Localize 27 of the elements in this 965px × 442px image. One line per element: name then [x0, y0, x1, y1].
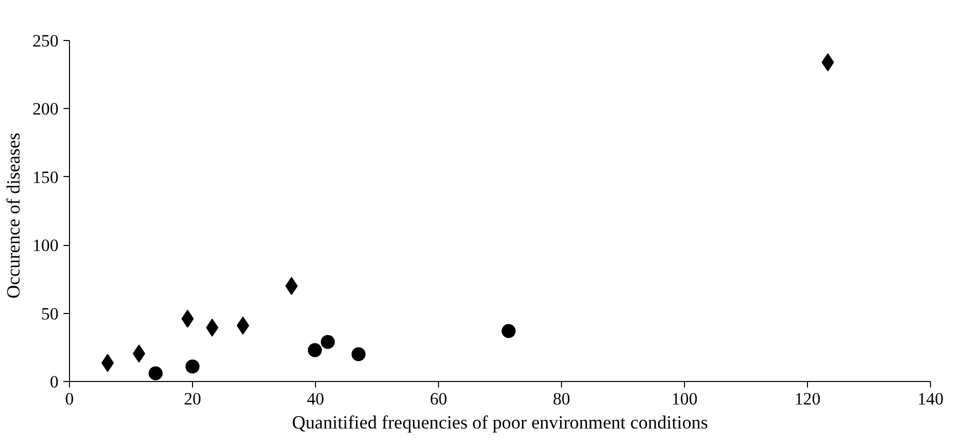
- y-tick-label: 250: [32, 32, 59, 50]
- point: [308, 343, 322, 358]
- x-tick-label: 0: [65, 390, 74, 408]
- y-tick-label: 0: [50, 372, 59, 392]
- x-tick-label: 80: [552, 390, 570, 408]
- point: [236, 316, 250, 335]
- x-tick-label: 140: [918, 390, 944, 408]
- point: [101, 354, 114, 372]
- point: [132, 344, 146, 363]
- y-axis-title: Occurence of diseases: [4, 132, 25, 299]
- point: [186, 360, 200, 374]
- y-tick-label: 200: [32, 100, 59, 119]
- x-tick-label: 20: [184, 390, 202, 408]
- point: [148, 366, 163, 380]
- y-tick-label: 100: [32, 236, 59, 256]
- y-tick-label: 50: [41, 304, 58, 324]
- x-tick-label: 100: [672, 390, 698, 408]
- point: [285, 277, 298, 296]
- x-tick-label: 40: [306, 390, 324, 408]
- y-tick-label: 150: [32, 168, 59, 187]
- x-tick-label: 60: [430, 390, 448, 408]
- point: [352, 347, 366, 362]
- point: [320, 334, 335, 349]
- point: [181, 310, 194, 328]
- x-tick-label: 120: [794, 390, 821, 408]
- point: [502, 324, 516, 338]
- x-axis-title: Quanitified frequencies of poor environment conditions: [292, 412, 708, 434]
